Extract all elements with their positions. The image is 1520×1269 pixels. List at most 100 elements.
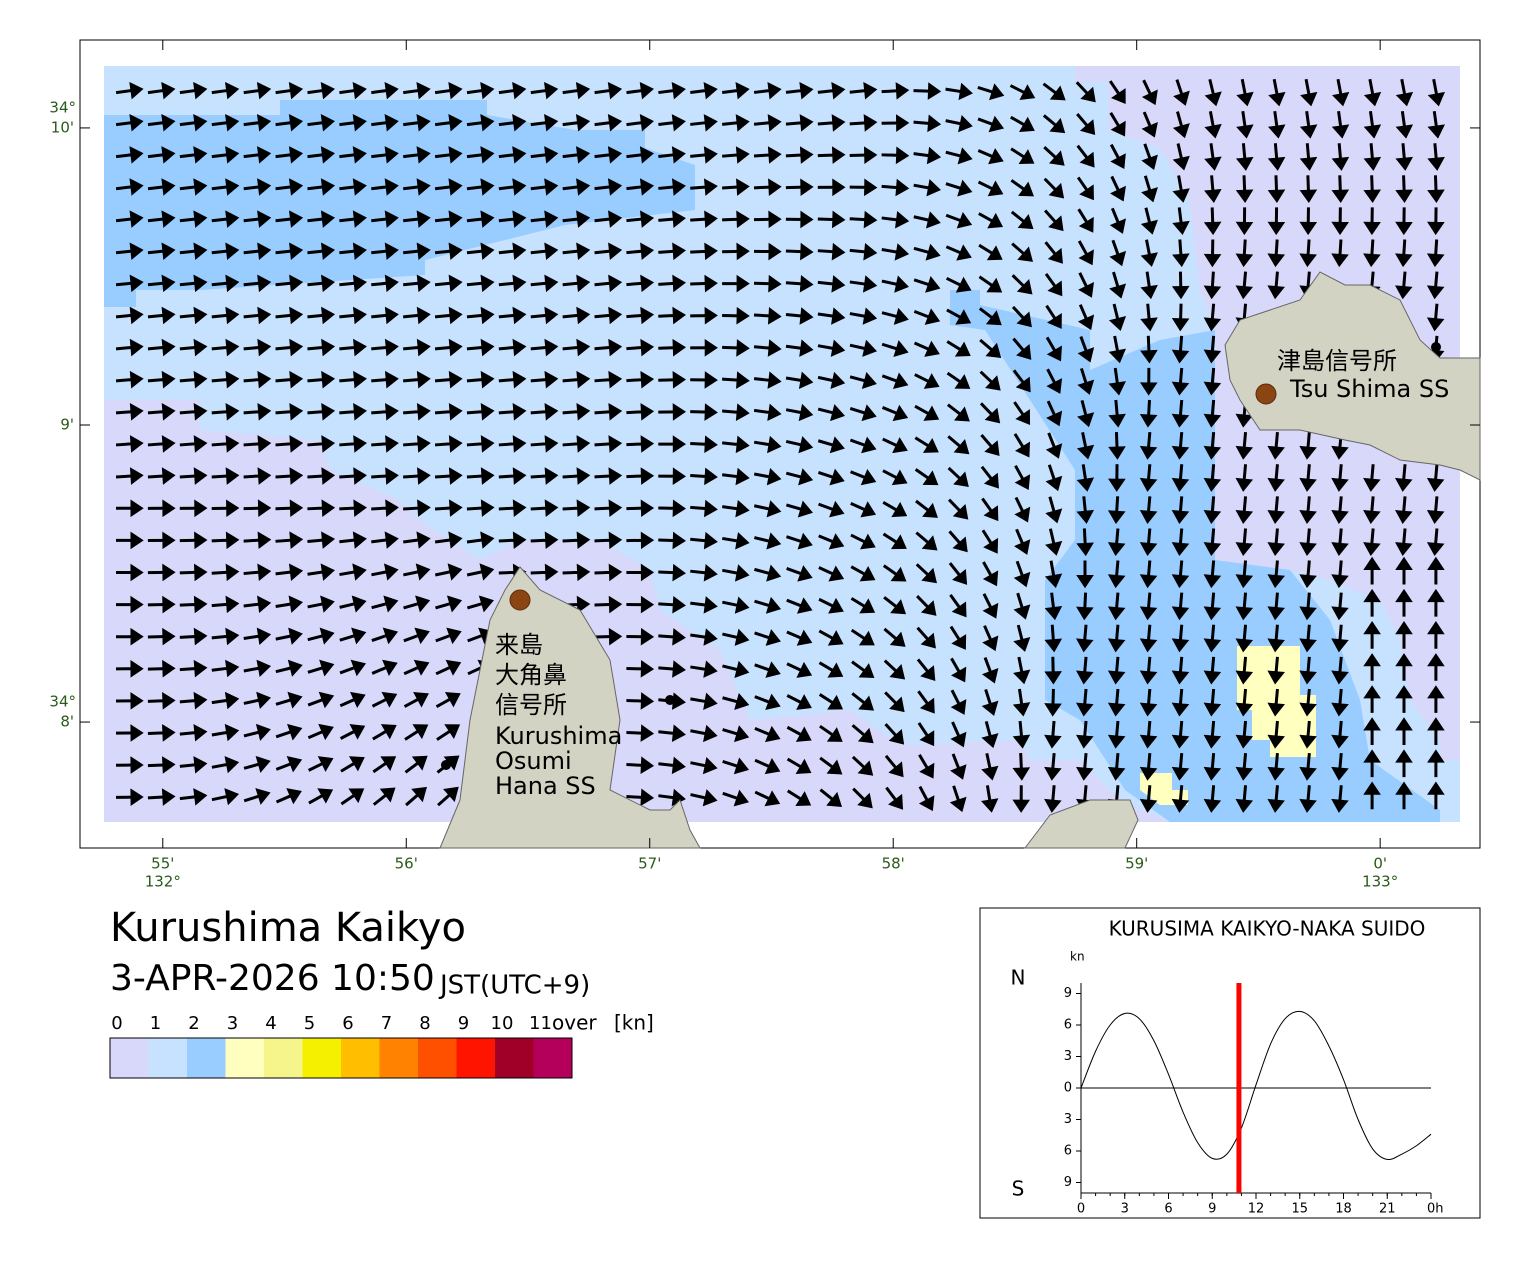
arrow <box>403 146 431 164</box>
arrow <box>434 467 463 485</box>
arrow <box>275 627 303 645</box>
arrow <box>1363 464 1381 492</box>
arrow <box>1331 528 1349 557</box>
arrow <box>594 178 623 196</box>
arrow <box>753 403 782 422</box>
arrow <box>530 242 559 260</box>
arrow <box>945 212 973 229</box>
arrow <box>594 210 623 228</box>
arrow <box>913 340 940 357</box>
arrow <box>371 691 398 708</box>
arrow <box>372 724 397 741</box>
station-label: Hana SS <box>495 772 596 800</box>
arrow <box>817 436 845 454</box>
arrow <box>981 689 999 716</box>
arrow <box>1426 528 1445 557</box>
y-degree-label: 34° <box>49 98 76 116</box>
arrow <box>851 660 875 678</box>
arrow <box>498 467 527 485</box>
arrow <box>1010 115 1035 132</box>
arrow <box>1331 753 1349 781</box>
arrow <box>1140 271 1158 300</box>
arrow <box>243 242 272 260</box>
point <box>1431 342 1441 352</box>
arrow <box>849 242 878 261</box>
arrow <box>818 661 844 678</box>
arrow <box>1043 177 1065 199</box>
arrow <box>339 691 366 708</box>
arrow <box>882 437 908 454</box>
arrow <box>626 499 655 518</box>
arrow <box>307 403 336 421</box>
arrow <box>1044 560 1063 588</box>
arrow <box>371 370 399 389</box>
arrow <box>1235 720 1254 749</box>
arrow <box>1171 656 1190 685</box>
arrow <box>179 81 208 100</box>
arrow <box>753 500 782 518</box>
arrow <box>498 81 527 100</box>
arrow <box>1044 592 1063 621</box>
arrow <box>594 531 623 550</box>
arrow <box>1363 653 1381 681</box>
arrow <box>1331 560 1349 589</box>
arrow <box>1171 688 1190 717</box>
arrow <box>1427 653 1445 681</box>
arrow <box>307 435 336 453</box>
x-tick-label: 0h <box>1427 1202 1444 1217</box>
arrow <box>1395 143 1413 171</box>
arrow <box>881 404 909 422</box>
arrow <box>1043 145 1065 166</box>
arrow <box>339 146 367 164</box>
arrow <box>722 274 750 293</box>
arrow <box>435 691 461 709</box>
arrow <box>1140 303 1158 332</box>
arrow <box>434 210 463 228</box>
arrow <box>243 723 271 741</box>
island <box>1023 799 1139 849</box>
arrow <box>1363 620 1381 649</box>
arrow <box>1172 143 1190 171</box>
y-tick-label: 6 <box>1064 1018 1072 1033</box>
arrow <box>1013 656 1031 685</box>
arrow <box>690 628 718 646</box>
arrow <box>1267 464 1285 492</box>
arrow <box>371 242 399 260</box>
arrow <box>435 595 463 613</box>
arrow <box>1395 620 1413 649</box>
arrow <box>1012 720 1031 749</box>
arrow <box>403 338 431 357</box>
arrow <box>1395 111 1414 139</box>
arrow <box>339 274 367 293</box>
arrow <box>626 210 655 228</box>
arrow <box>211 659 240 678</box>
arrow <box>1076 528 1094 557</box>
arrow <box>594 146 623 164</box>
arrow <box>881 275 909 293</box>
legend-swatch <box>418 1038 457 1078</box>
arrow <box>1299 624 1317 653</box>
arrow <box>1013 560 1031 588</box>
station-label: Osumi <box>495 747 572 775</box>
arrow <box>1363 239 1381 268</box>
arrow <box>339 595 367 613</box>
x-tick-label: 57' <box>638 855 661 873</box>
arrow <box>753 242 782 261</box>
arrow <box>754 693 781 711</box>
arrow <box>275 242 304 260</box>
arrow <box>785 114 814 132</box>
arrow <box>562 370 591 389</box>
arrow <box>817 307 846 325</box>
arrow <box>147 659 176 678</box>
arrow <box>275 499 304 518</box>
arrow <box>1331 175 1350 203</box>
arrow <box>403 370 431 389</box>
arrow <box>1235 464 1254 492</box>
arrow <box>211 178 240 196</box>
arrow <box>1299 785 1317 813</box>
arrow <box>1235 785 1254 813</box>
arrow <box>1204 143 1222 171</box>
arrow <box>626 178 655 196</box>
arrow <box>1076 560 1094 589</box>
arrow <box>340 756 365 773</box>
